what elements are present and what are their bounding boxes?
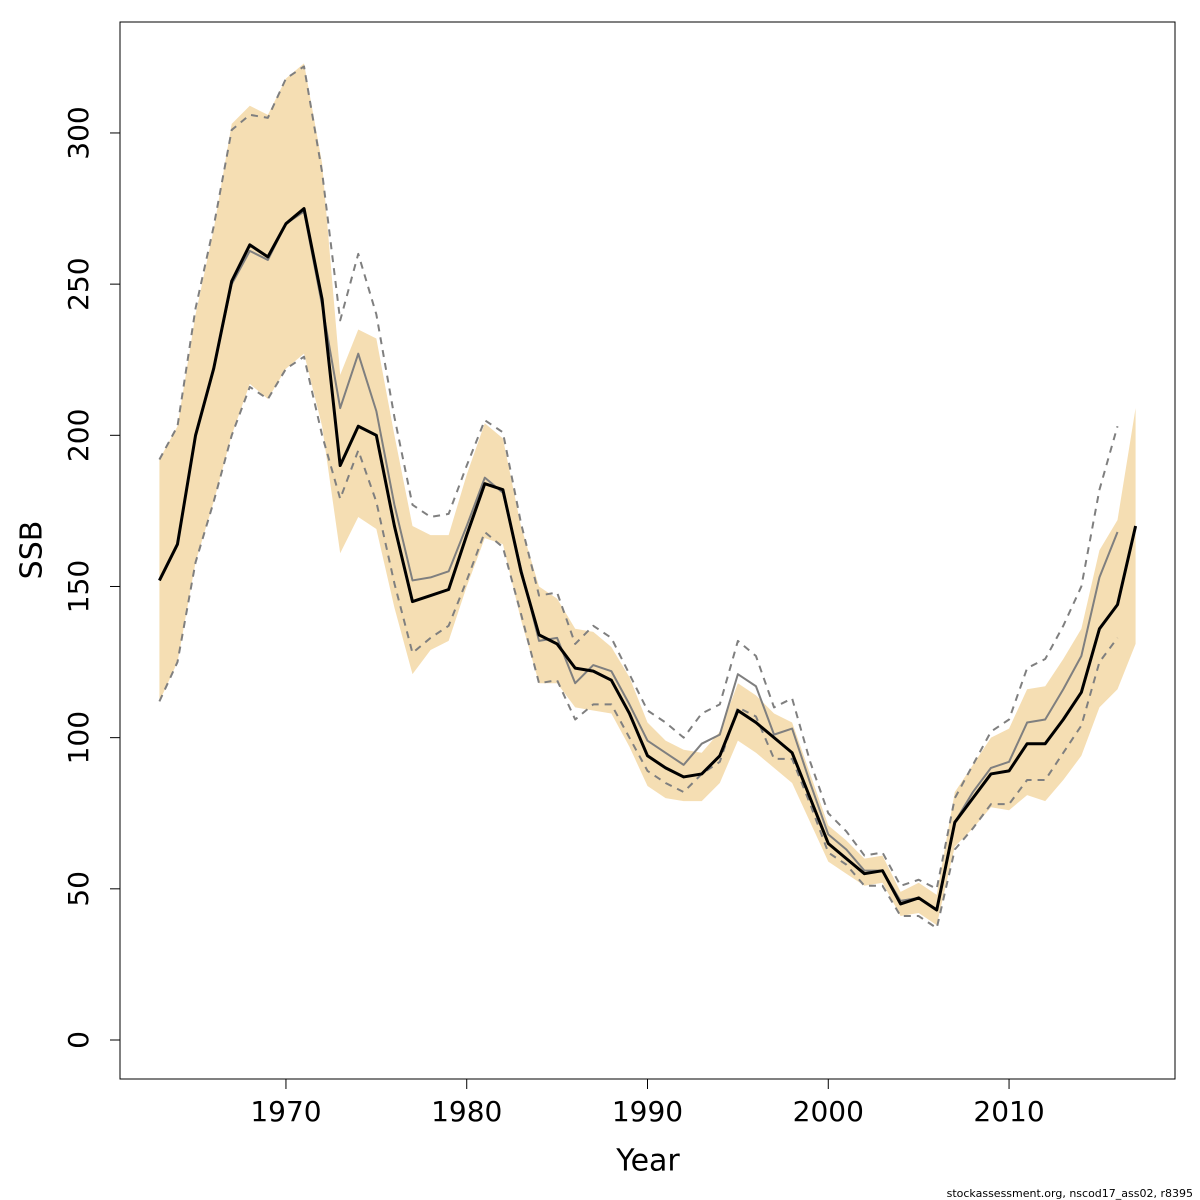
y-tick-label: 0 <box>62 1031 95 1049</box>
x-tick-label: 2000 <box>793 1095 864 1128</box>
y-tick-label: 200 <box>62 409 95 462</box>
y-tick-label: 100 <box>62 711 95 764</box>
x-tick-label: 2010 <box>973 1095 1044 1128</box>
x-axis-label: Year <box>615 1144 680 1179</box>
y-tick-label: 50 <box>62 871 95 907</box>
x-tick-label: 1970 <box>250 1095 321 1128</box>
line <box>158 207 1138 912</box>
y-tick-label: 250 <box>62 257 95 310</box>
x-tick-label: 1990 <box>612 1095 683 1128</box>
y-tick-label: 150 <box>62 560 95 613</box>
y-axis-label: SSB <box>15 521 50 580</box>
dashed-line <box>158 65 1119 890</box>
footnote: stockassessment.org, nscod17_ass02, r839… <box>947 1187 1193 1200</box>
x-tick-label: 1980 <box>431 1095 502 1128</box>
confidence-band <box>159 63 1136 926</box>
dashed-line <box>158 355 1119 930</box>
y-tick-label: 300 <box>62 106 95 159</box>
